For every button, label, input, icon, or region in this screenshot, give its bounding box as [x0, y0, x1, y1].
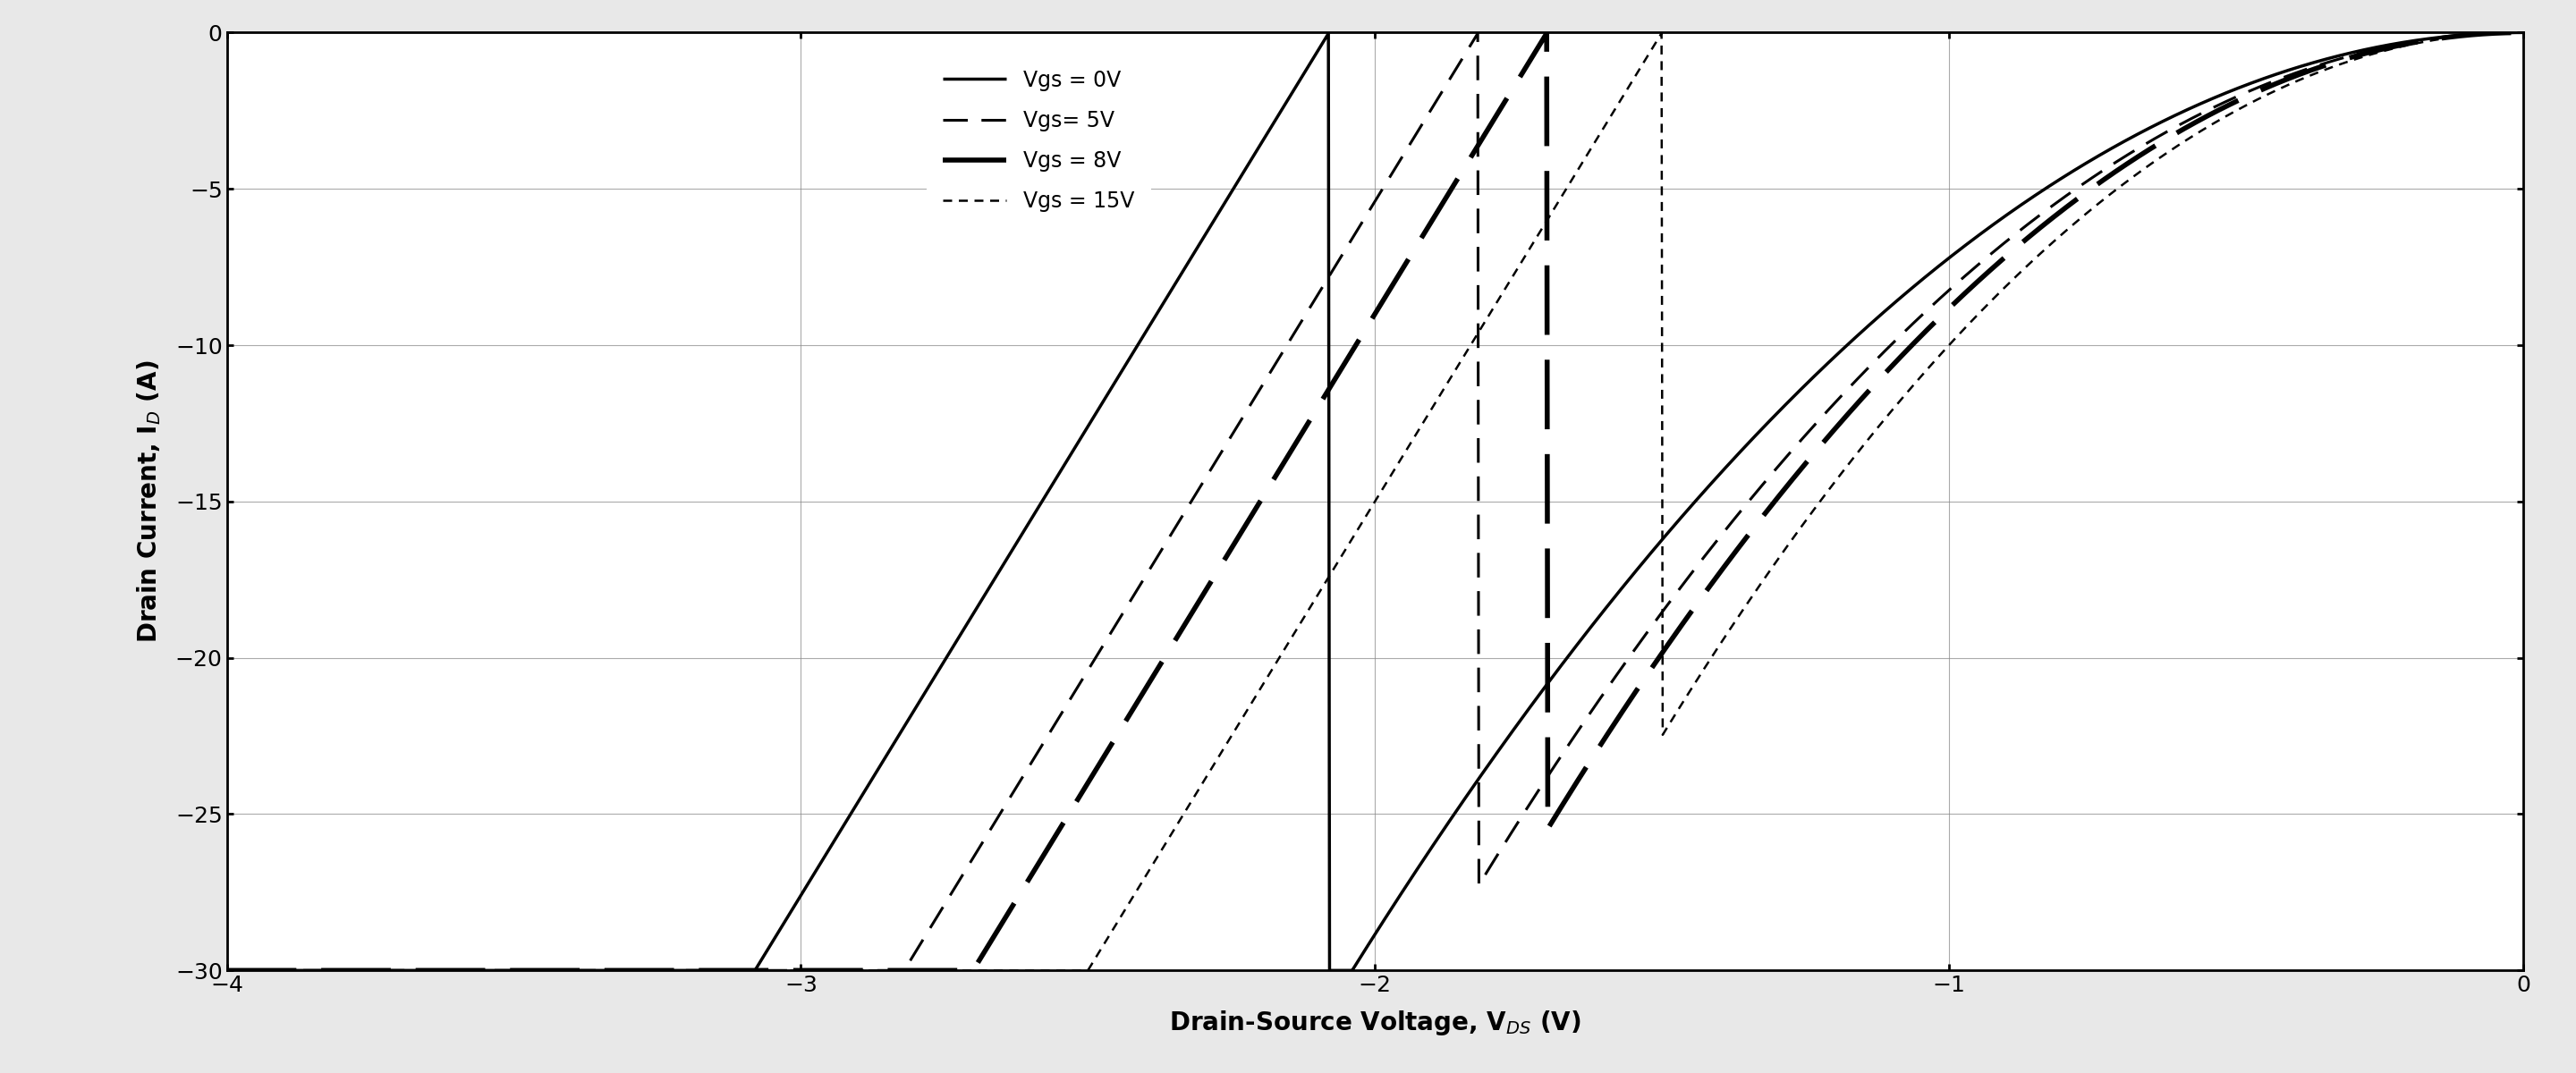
Vgs = 0V: [330, 964, 361, 976]
Vgs = 0V: [2506, 26, 2537, 39]
Vgs = 0V: [2442, 29, 2473, 42]
Vgs = 8V: [2442, 30, 2473, 43]
Vgs = 8V: [211, 964, 242, 976]
Vgs= 5V: [2439, 30, 2470, 43]
Vgs = 15V: [211, 964, 242, 976]
Vgs = 15V: [2442, 30, 2473, 43]
Vgs = 0V: [1327, 964, 1358, 976]
Vgs = 15V: [1327, 546, 1358, 559]
Vgs= 5V: [211, 964, 242, 976]
Vgs = 0V: [1267, 102, 1298, 115]
Vgs = 15V: [2439, 30, 2470, 43]
Vgs = 0V: [211, 964, 242, 976]
Vgs = 8V: [2020, 225, 2050, 238]
Vgs= 5V: [1327, 247, 1358, 260]
Line: Vgs = 15V: Vgs = 15V: [227, 32, 2522, 970]
Vgs = 15V: [330, 964, 361, 976]
Vgs = 0V: [2020, 189, 2050, 202]
Vgs= 5V: [2442, 30, 2473, 43]
Vgs = 0V: [2439, 29, 2470, 42]
Vgs = 15V: [2506, 26, 2537, 39]
Vgs= 5V: [1267, 346, 1298, 358]
Vgs = 8V: [1267, 458, 1298, 471]
Vgs= 5V: [330, 964, 361, 976]
Vgs= 5V: [2506, 26, 2537, 39]
Line: Vgs= 5V: Vgs= 5V: [227, 32, 2522, 970]
Vgs = 15V: [1267, 646, 1298, 659]
Vgs = 8V: [1327, 359, 1358, 372]
Vgs = 8V: [330, 964, 361, 976]
Vgs = 15V: [2020, 252, 2050, 265]
Vgs = 8V: [2439, 30, 2470, 43]
Legend: Vgs = 0V, Vgs= 5V, Vgs = 8V, Vgs = 15V: Vgs = 0V, Vgs= 5V, Vgs = 8V, Vgs = 15V: [927, 53, 1151, 230]
Y-axis label: Drain Current, I$_D$ (A): Drain Current, I$_D$ (A): [134, 361, 162, 643]
Line: Vgs = 8V: Vgs = 8V: [227, 32, 2522, 970]
X-axis label: Drain-Source Voltage, V$_{DS}$ (V): Drain-Source Voltage, V$_{DS}$ (V): [1170, 1009, 1582, 1038]
Vgs= 5V: [2020, 212, 2050, 225]
Vgs = 8V: [2506, 26, 2537, 39]
Line: Vgs = 0V: Vgs = 0V: [227, 32, 2522, 970]
